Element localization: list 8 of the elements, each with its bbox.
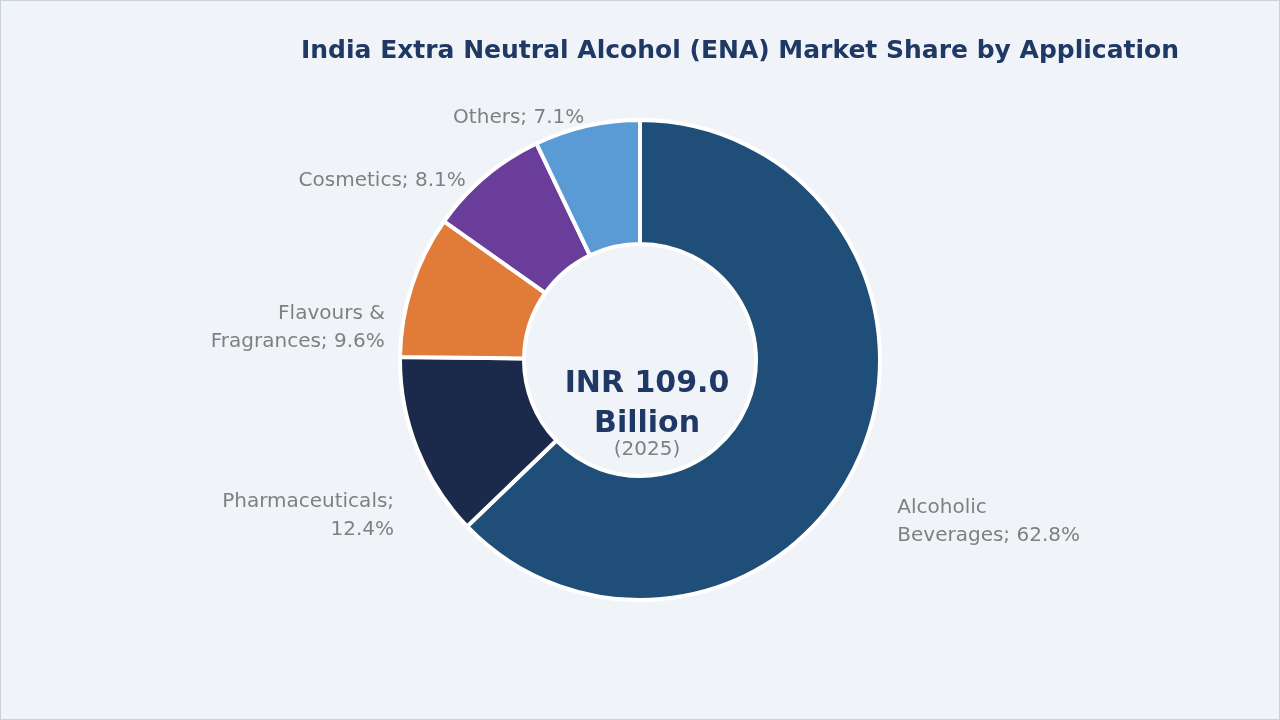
slice-label: Flavours & Fragrances; 9.6% bbox=[210, 300, 385, 353]
slice-label: Cosmetics; 8.1% bbox=[298, 166, 466, 191]
slice-label: Others; 7.1% bbox=[453, 103, 585, 128]
slice-label: Pharmaceuticals; 12.4% bbox=[222, 488, 395, 541]
slice-label: Alcoholic Beverages; 62.8% bbox=[897, 494, 1081, 547]
text: INR 109.0 Billion bbox=[564, 364, 730, 439]
chart-title: India Extra Neutral Alcohol (ENA) Market Share by Application bbox=[300, 35, 1180, 64]
text: (2025) bbox=[613, 436, 681, 460]
